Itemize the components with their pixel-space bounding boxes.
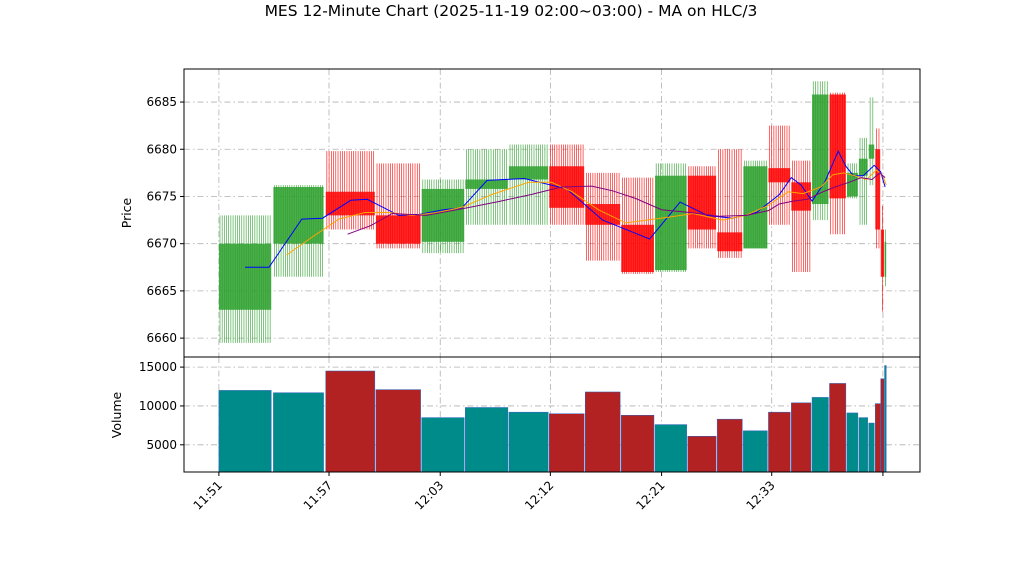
candle-body bbox=[687, 175, 717, 230]
candle bbox=[846, 163, 858, 199]
time-tick-label: 12:33 bbox=[743, 478, 777, 512]
candle-body bbox=[325, 191, 375, 216]
candle bbox=[621, 177, 654, 274]
candle-body bbox=[717, 232, 743, 252]
candle bbox=[768, 125, 791, 225]
candle-body bbox=[868, 144, 875, 159]
volume-bar bbox=[880, 378, 885, 472]
volume-bar bbox=[829, 383, 847, 472]
price-tick-label: 6675 bbox=[146, 189, 177, 203]
price-y-axis: 6660 6665 6670 6675 6680 6685 bbox=[146, 95, 184, 345]
candle-body bbox=[829, 94, 846, 199]
volume-bar bbox=[875, 403, 881, 472]
volume-bar bbox=[884, 365, 887, 472]
candle bbox=[880, 205, 885, 312]
candle-body bbox=[508, 166, 549, 180]
candle bbox=[743, 160, 768, 249]
volume-tick-label: 5000 bbox=[146, 438, 177, 452]
time-tick-label: 12:21 bbox=[633, 478, 667, 512]
candle-body bbox=[273, 187, 324, 244]
volume-bar bbox=[768, 411, 791, 472]
candle-body bbox=[884, 241, 887, 277]
volume-axes-frame bbox=[183, 356, 921, 473]
time-x-axis: 11:51 11:57 12:03 12:12 12:21 12:33 bbox=[191, 472, 884, 513]
candle-body bbox=[768, 168, 791, 183]
candle bbox=[549, 144, 585, 225]
candle bbox=[375, 163, 421, 249]
candle bbox=[884, 229, 887, 287]
volume-bar bbox=[687, 436, 717, 472]
candle bbox=[655, 163, 687, 273]
volume-tick-label: 15000 bbox=[139, 360, 177, 374]
time-tick-label: 11:51 bbox=[191, 478, 225, 512]
candle-body bbox=[846, 172, 858, 197]
candle-body bbox=[791, 182, 811, 211]
candle-body bbox=[465, 179, 508, 189]
candle bbox=[273, 185, 324, 277]
volume-bar bbox=[858, 417, 868, 472]
volume-bar bbox=[273, 392, 324, 472]
volume-bar bbox=[811, 397, 829, 472]
volume-bar bbox=[508, 411, 549, 472]
volume-bar bbox=[421, 417, 465, 472]
candle-body bbox=[621, 224, 654, 273]
candle-body bbox=[585, 204, 621, 225]
volume-bar bbox=[743, 430, 768, 472]
candle bbox=[325, 151, 375, 230]
candle bbox=[791, 160, 811, 273]
candle bbox=[829, 92, 846, 235]
time-tick-label: 12:12 bbox=[522, 478, 556, 512]
candle bbox=[875, 128, 881, 249]
candle-body bbox=[880, 229, 885, 277]
volume-plot-area bbox=[218, 365, 887, 472]
volume-bar bbox=[375, 389, 421, 472]
volume-bar bbox=[585, 391, 621, 472]
candle bbox=[812, 81, 829, 221]
volume-bar bbox=[868, 422, 875, 472]
time-tick-label: 11:57 bbox=[301, 478, 335, 512]
volume-y-axis: 5000 10000 15000 bbox=[139, 360, 184, 452]
candle bbox=[421, 179, 465, 254]
candle bbox=[465, 149, 508, 225]
price-axis-label: Price bbox=[119, 197, 134, 228]
volume-axis-label: Volume bbox=[109, 391, 124, 438]
price-plot-area bbox=[218, 81, 887, 343]
chart-title: MES 12-Minute Chart (2025-11-19 02:00~03… bbox=[264, 2, 758, 20]
candle bbox=[687, 166, 717, 249]
candle bbox=[717, 149, 743, 258]
candle-body bbox=[218, 243, 272, 310]
volume-bar bbox=[549, 413, 585, 472]
candle bbox=[858, 137, 868, 225]
candle-body bbox=[743, 166, 768, 249]
candle-body bbox=[858, 158, 868, 176]
volume-bar bbox=[218, 390, 272, 472]
candle-body bbox=[875, 149, 881, 230]
moving-average-line bbox=[245, 150, 886, 268]
volume-bar bbox=[716, 418, 743, 472]
volume-bar bbox=[465, 407, 509, 472]
time-tick-label: 12:03 bbox=[412, 478, 446, 512]
price-tick-label: 6670 bbox=[146, 237, 177, 251]
volume-bar bbox=[846, 412, 859, 472]
price-tick-label: 6685 bbox=[146, 95, 177, 109]
candle-body bbox=[655, 175, 687, 271]
volume-bar bbox=[620, 415, 655, 472]
volume-tick-label: 10000 bbox=[139, 399, 177, 413]
price-tick-label: 6680 bbox=[146, 142, 177, 156]
candle bbox=[218, 215, 272, 343]
volume-bar bbox=[325, 370, 376, 472]
volume-bar bbox=[791, 402, 812, 472]
volume-bar bbox=[654, 424, 687, 472]
candle bbox=[508, 144, 549, 225]
candle-body bbox=[375, 215, 421, 244]
candle bbox=[868, 97, 875, 186]
price-tick-label: 6665 bbox=[146, 284, 177, 298]
candle-body bbox=[812, 94, 829, 205]
moving-average-line bbox=[347, 172, 886, 235]
price-tick-label: 6660 bbox=[146, 331, 177, 345]
